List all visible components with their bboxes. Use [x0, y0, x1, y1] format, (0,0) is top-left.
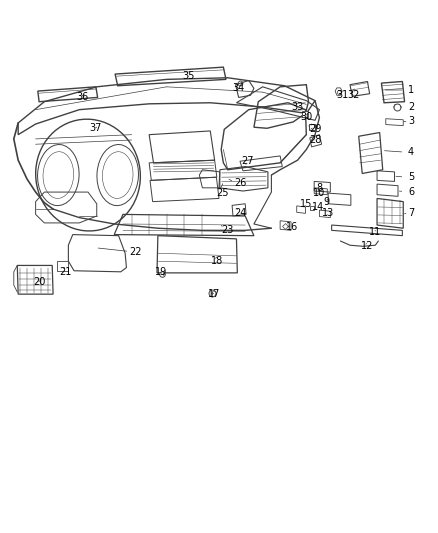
Text: 31: 31	[336, 90, 348, 100]
Text: 9: 9	[323, 197, 329, 207]
Text: 5: 5	[408, 172, 414, 182]
Text: 33: 33	[291, 102, 304, 112]
Text: 29: 29	[309, 124, 321, 134]
Text: 22: 22	[129, 247, 141, 256]
Text: 12: 12	[361, 241, 374, 251]
Text: 28: 28	[309, 135, 321, 145]
Text: 21: 21	[59, 267, 71, 277]
Text: 2: 2	[408, 102, 414, 112]
Text: 25: 25	[216, 188, 229, 198]
Text: 18: 18	[211, 256, 223, 266]
Text: 14: 14	[311, 202, 324, 212]
Text: 6: 6	[408, 187, 414, 197]
Text: 34: 34	[233, 83, 245, 93]
Text: 15: 15	[300, 199, 312, 209]
Text: 4: 4	[408, 147, 414, 157]
Text: 27: 27	[241, 156, 254, 166]
Text: 32: 32	[347, 90, 360, 100]
Text: 19: 19	[155, 267, 167, 277]
Text: 16: 16	[286, 222, 298, 232]
Text: 20: 20	[33, 278, 45, 287]
Text: 37: 37	[90, 123, 102, 133]
Text: 35: 35	[182, 71, 194, 81]
Text: 23: 23	[222, 225, 234, 236]
Text: 30: 30	[300, 111, 312, 122]
Text: 26: 26	[234, 177, 246, 188]
Text: 17: 17	[208, 289, 221, 299]
Text: 3: 3	[408, 116, 414, 126]
Text: 24: 24	[234, 208, 246, 219]
Text: 13: 13	[322, 208, 334, 219]
Text: 8: 8	[316, 183, 322, 193]
Text: 1: 1	[408, 85, 414, 95]
Text: 11: 11	[369, 227, 381, 237]
Text: 7: 7	[408, 208, 414, 219]
Text: 10: 10	[313, 188, 325, 198]
Text: 36: 36	[77, 92, 89, 102]
